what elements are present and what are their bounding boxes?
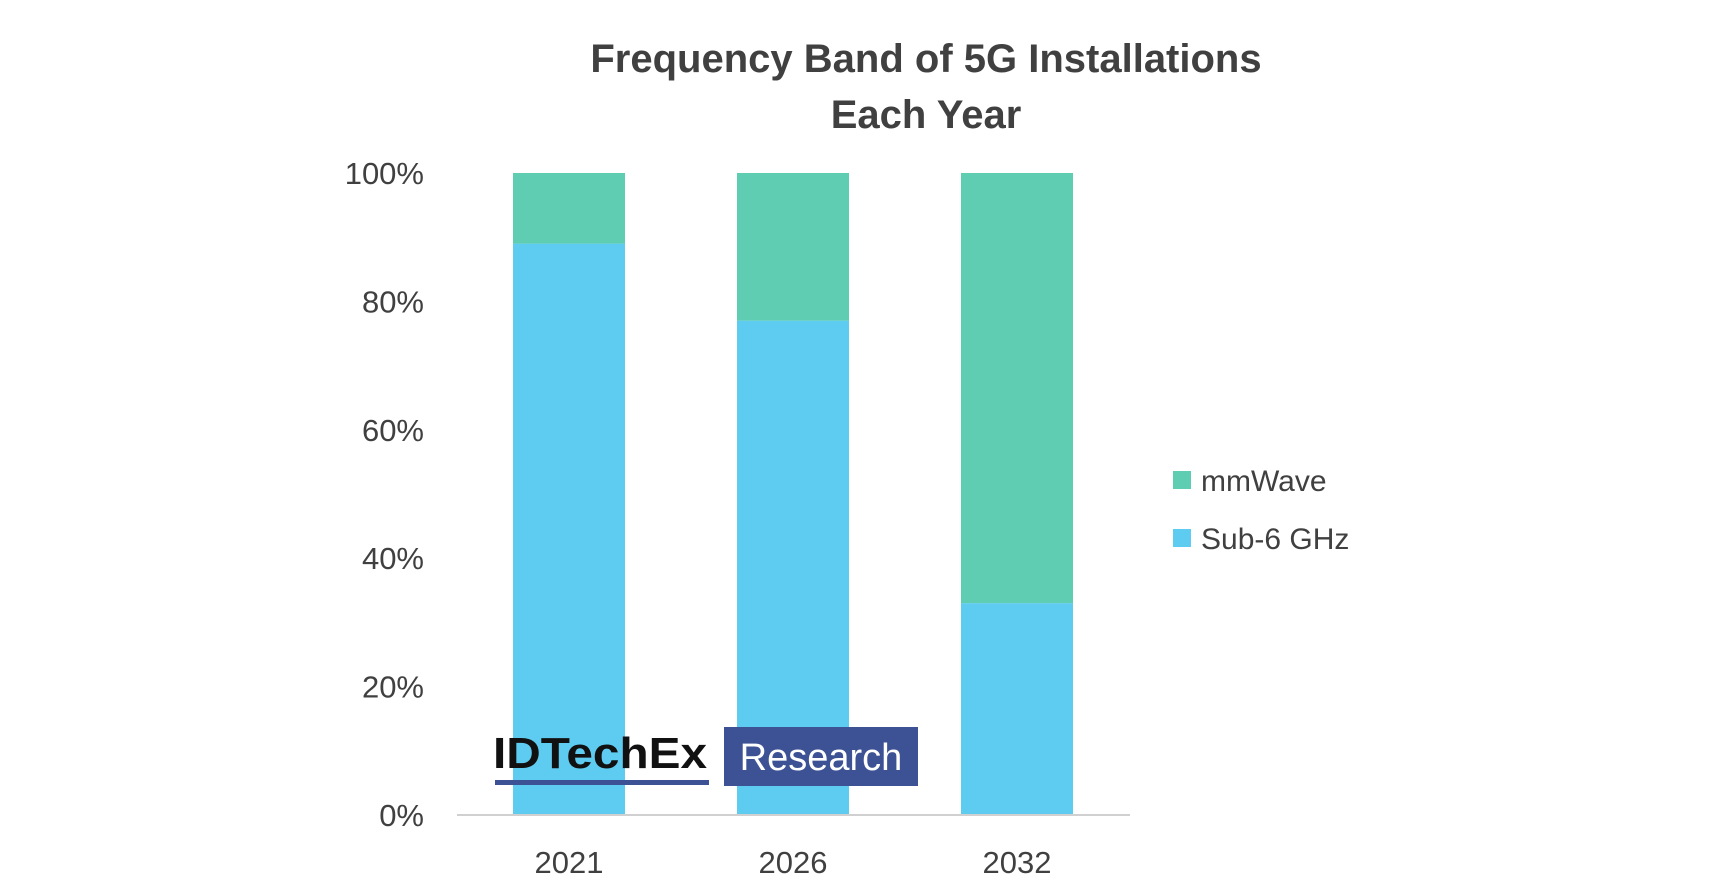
bar-mmwave-2032 — [961, 173, 1073, 604]
watermark-underline — [495, 780, 709, 785]
watermark-research-box — [724, 727, 918, 786]
chart-title-line-2: Each Year — [831, 93, 1022, 137]
bar-mmwave-2021 — [513, 173, 625, 244]
legend-swatch — [1173, 529, 1191, 547]
legend-label: Sub-6 GHz — [1201, 523, 1349, 556]
bar-sub-6-ghz-2032 — [961, 603, 1073, 815]
y-tick-label: 40% — [362, 541, 424, 576]
watermark-research: Research — [740, 737, 903, 779]
legend-swatch — [1173, 471, 1191, 489]
bar-mmwave-2026 — [737, 173, 849, 321]
y-tick-label: 60% — [362, 413, 424, 448]
legend-label: mmWave — [1201, 465, 1327, 498]
watermark-brand: IDTechEx — [493, 729, 708, 778]
legend-item: mmWave — [1173, 465, 1327, 498]
x-tick-label: 2026 — [759, 845, 828, 880]
y-tick-label: 20% — [362, 670, 424, 705]
y-tick-label: 100% — [345, 156, 424, 191]
y-tick-label: 80% — [362, 284, 424, 319]
x-tick-label: 2021 — [535, 845, 604, 880]
x-tick-label: 2032 — [983, 845, 1052, 880]
chart-title-line-1: Frequency Band of 5G Installations — [590, 37, 1261, 81]
legend-item: Sub-6 GHz — [1173, 523, 1349, 556]
y-tick-label: 0% — [379, 798, 424, 833]
idtechex-watermark: IDTechEx Research — [493, 727, 918, 786]
bar-sub-6-ghz-2021 — [513, 243, 625, 815]
